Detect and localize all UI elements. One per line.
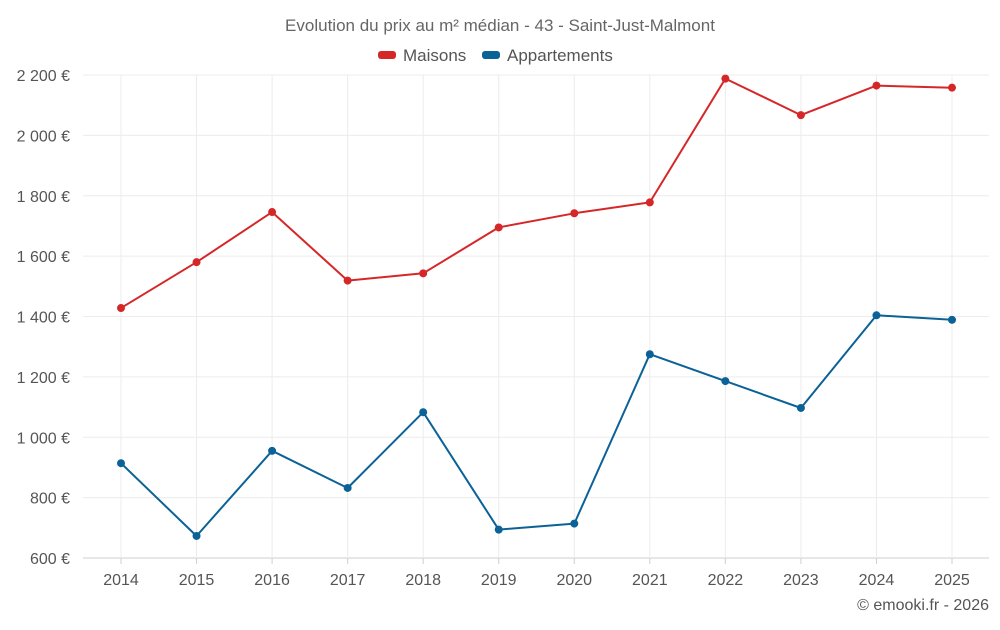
series-line-appartements bbox=[120, 314, 953, 537]
data-point-appartements[interactable] bbox=[192, 531, 201, 540]
data-point-maisons[interactable] bbox=[948, 83, 956, 92]
x-tick-label: 2014 bbox=[103, 572, 139, 589]
y-tick-label: 800 € bbox=[30, 491, 70, 508]
legend-label-appartements: Appartements bbox=[507, 46, 613, 65]
legend-swatch-maisons bbox=[378, 51, 396, 59]
data-point-appartements[interactable] bbox=[268, 446, 277, 455]
grid-lines bbox=[83, 74, 989, 559]
x-tick-label: 2025 bbox=[934, 572, 970, 589]
data-point-maisons[interactable] bbox=[645, 198, 654, 207]
data-point-maisons[interactable] bbox=[117, 304, 125, 313]
legend-item-maisons[interactable]: Maisons bbox=[378, 46, 466, 65]
data-point-maisons[interactable] bbox=[192, 258, 201, 267]
y-tick-label: 1 800 € bbox=[17, 189, 70, 206]
x-axis: 2014 2015 2016 2017 2018 2019 2020 2021 2022 2023… bbox=[103, 558, 970, 589]
data-point-maisons[interactable] bbox=[721, 74, 730, 83]
chart-legend: Maisons Appartements bbox=[378, 46, 613, 65]
data-point-appartements[interactable] bbox=[645, 350, 654, 359]
y-axis: 600 € 800 € 1 000 € 1 200 € 1 400 € 1 600 € 1 … bbox=[17, 68, 70, 568]
x-tick-label: 2024 bbox=[859, 572, 895, 589]
y-tick-label: 2 200 € bbox=[17, 68, 70, 85]
legend-label-maisons: Maisons bbox=[403, 46, 466, 65]
data-point-appartements[interactable] bbox=[494, 525, 503, 534]
data-point-appartements[interactable] bbox=[419, 408, 428, 417]
x-tick-label: 2018 bbox=[405, 572, 441, 589]
data-point-maisons[interactable] bbox=[343, 276, 352, 285]
x-tick-label: 2023 bbox=[783, 572, 819, 589]
y-tick-label: 600 € bbox=[30, 551, 70, 568]
x-tick-label: 2017 bbox=[330, 572, 366, 589]
legend-swatch-appartements bbox=[482, 51, 500, 59]
y-tick-label: 1 200 € bbox=[17, 370, 70, 387]
data-point-maisons[interactable] bbox=[419, 269, 428, 278]
data-point-appartements[interactable] bbox=[570, 519, 579, 528]
y-tick-label: 1 000 € bbox=[17, 430, 70, 447]
x-tick-label: 2020 bbox=[556, 572, 592, 589]
x-tick-label: 2016 bbox=[254, 572, 290, 589]
x-tick-label: 2021 bbox=[632, 572, 668, 589]
y-tick-label: 1 400 € bbox=[17, 310, 70, 327]
data-point-appartements[interactable] bbox=[796, 403, 805, 412]
data-point-maisons[interactable] bbox=[570, 209, 579, 218]
data-point-maisons[interactable] bbox=[268, 208, 277, 217]
series-line-maisons bbox=[120, 77, 953, 309]
data-point-appartements[interactable] bbox=[343, 483, 352, 492]
data-point-appartements[interactable] bbox=[948, 315, 956, 324]
x-tick-label: 2019 bbox=[481, 572, 517, 589]
data-point-maisons[interactable] bbox=[796, 111, 805, 120]
x-tick-label: 2022 bbox=[708, 572, 744, 589]
data-point-appartements[interactable] bbox=[721, 377, 730, 386]
y-tick-label: 2 000 € bbox=[17, 128, 70, 145]
series-layer bbox=[117, 74, 956, 540]
data-point-appartements[interactable] bbox=[117, 459, 125, 468]
chart-title: Evolution du prix au m² médian - 43 - Sa… bbox=[285, 16, 715, 35]
credit-text: © emooki.fr - 2026 bbox=[857, 597, 989, 614]
data-point-maisons[interactable] bbox=[872, 81, 881, 90]
y-tick-label: 1 600 € bbox=[17, 249, 70, 266]
data-point-appartements[interactable] bbox=[872, 311, 881, 320]
x-tick-label: 2015 bbox=[179, 572, 215, 589]
data-point-maisons[interactable] bbox=[494, 223, 503, 232]
legend-item-appartements[interactable]: Appartements bbox=[482, 46, 613, 65]
